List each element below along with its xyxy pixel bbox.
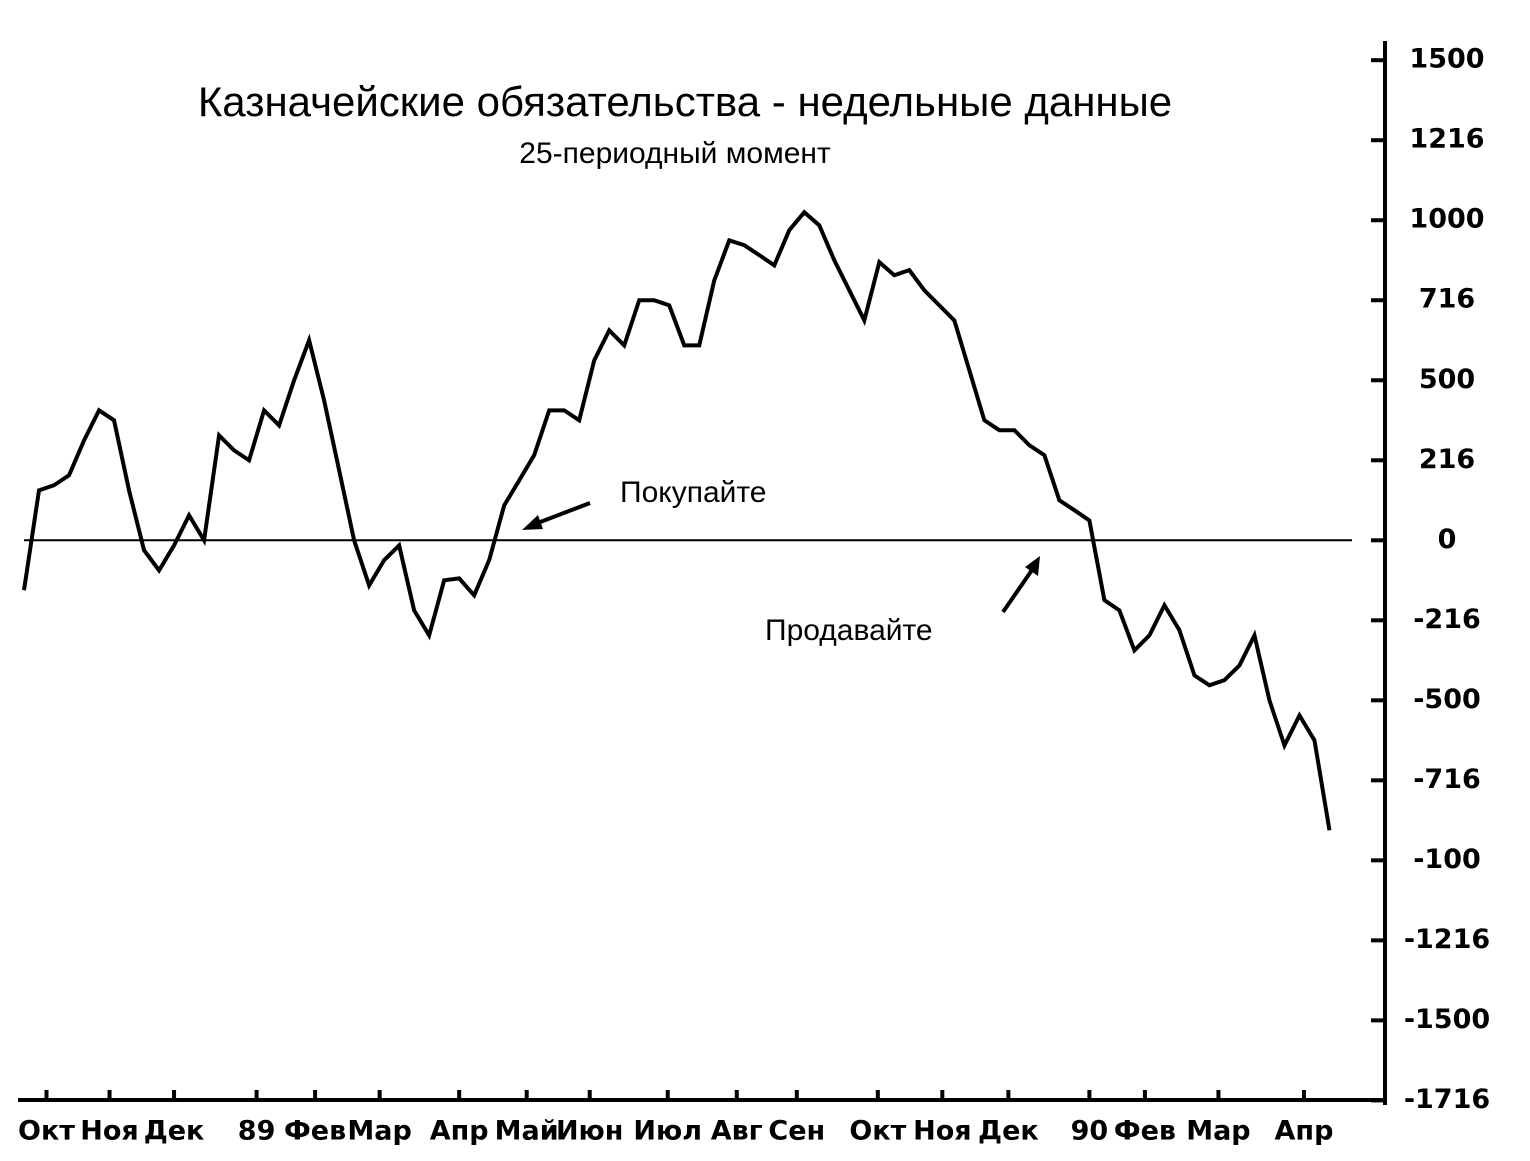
y-tick-label: 1216: [1409, 124, 1484, 155]
y-tick-label: -1216: [1404, 924, 1490, 955]
x-tick-label: Авг: [711, 1116, 763, 1147]
y-tick-label: 716: [1419, 284, 1475, 315]
y-tick-label: -100: [1413, 844, 1481, 875]
chart-title: Казначейские обязательства - недельные д…: [198, 78, 1172, 125]
x-tick-label: Сен: [768, 1116, 825, 1147]
y-tick-label: -216: [1413, 604, 1481, 635]
y-tick-label: 1000: [1409, 204, 1484, 235]
y-tick-label: -500: [1413, 684, 1481, 715]
y-tick-label: -1716: [1404, 1084, 1490, 1115]
x-tick-label: Дек: [144, 1116, 205, 1147]
y-tick-label: 0: [1438, 524, 1457, 555]
x-tick-label: Фев: [284, 1116, 346, 1147]
x-tick-label: 89: [238, 1116, 276, 1147]
y-tick-label: 1500: [1409, 44, 1484, 75]
y-tick-label: 216: [1419, 444, 1475, 475]
y-tick-label: 500: [1419, 364, 1475, 395]
x-tick-label: Мар: [1186, 1116, 1250, 1147]
arrow: [522, 501, 1040, 614]
x-tick-label: Апр: [430, 1116, 489, 1147]
x-tick-label: Июн: [556, 1116, 624, 1147]
x-tick-label: Окт: [18, 1116, 75, 1147]
series-line: [22, 209, 1332, 831]
annotation: Продавайте: [765, 614, 933, 647]
x-tick-label: Май: [495, 1116, 559, 1147]
x-tick-label: Ноя: [80, 1116, 138, 1147]
x-tick-label: Июл: [633, 1116, 702, 1147]
x-tick-label: Мар: [347, 1116, 411, 1147]
x-tick-label: Апр: [1275, 1116, 1334, 1147]
x-tick-label: Ноя: [913, 1116, 971, 1147]
x-tick-label: Дек: [978, 1116, 1039, 1147]
x-tick-label: Фев: [1114, 1116, 1176, 1147]
y-tick-label: -716: [1413, 764, 1481, 795]
x-tick-label: 90: [1071, 1116, 1109, 1147]
y-tick-label: -1500: [1404, 1004, 1490, 1035]
x-tick-label: Окт: [849, 1116, 906, 1147]
annotation: Покупайте: [620, 476, 766, 509]
chart-subtitle: 25-периодный момент: [519, 137, 831, 170]
